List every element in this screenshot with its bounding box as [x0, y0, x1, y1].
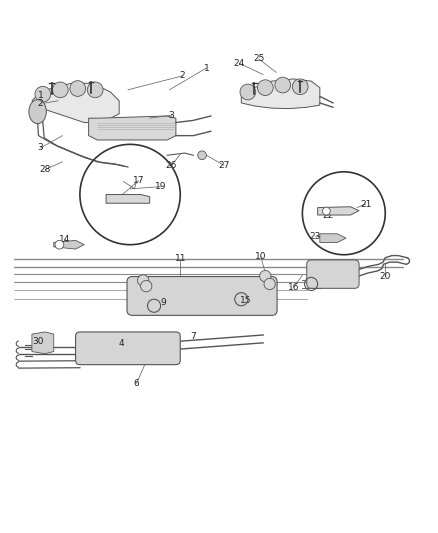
Circle shape	[140, 280, 152, 292]
Text: 30: 30	[33, 337, 44, 346]
Text: 1: 1	[203, 63, 209, 72]
Circle shape	[263, 278, 275, 289]
Circle shape	[274, 77, 290, 93]
Text: 27: 27	[218, 161, 229, 170]
Polygon shape	[32, 83, 119, 123]
Text: 1: 1	[38, 91, 43, 100]
Polygon shape	[88, 116, 176, 140]
Text: 4: 4	[118, 339, 124, 348]
Text: 2: 2	[38, 99, 43, 108]
Text: 20: 20	[379, 272, 390, 280]
Text: 16: 16	[287, 283, 299, 292]
FancyBboxPatch shape	[75, 332, 180, 365]
Text: 2: 2	[179, 71, 185, 80]
Polygon shape	[241, 79, 319, 109]
Text: 10: 10	[254, 253, 266, 261]
Text: 9: 9	[159, 298, 165, 307]
Text: 19: 19	[155, 182, 166, 191]
Text: 24: 24	[233, 59, 244, 68]
Polygon shape	[317, 207, 358, 215]
FancyBboxPatch shape	[127, 277, 276, 316]
Circle shape	[259, 270, 270, 282]
Text: 23: 23	[309, 232, 321, 241]
Text: 17: 17	[133, 176, 144, 185]
Circle shape	[257, 80, 272, 95]
Text: 10: 10	[137, 276, 148, 285]
Circle shape	[52, 82, 68, 98]
Ellipse shape	[29, 100, 46, 124]
Text: 14: 14	[59, 235, 70, 244]
Text: 26: 26	[166, 161, 177, 170]
Polygon shape	[32, 332, 53, 354]
Circle shape	[137, 275, 148, 286]
Text: 3: 3	[38, 143, 43, 152]
Circle shape	[197, 151, 206, 159]
Text: 15: 15	[240, 296, 251, 305]
Circle shape	[322, 207, 329, 215]
Circle shape	[55, 240, 64, 249]
Circle shape	[87, 82, 103, 98]
Text: 25: 25	[252, 54, 264, 63]
Text: 21: 21	[359, 200, 371, 208]
Circle shape	[35, 86, 50, 102]
Polygon shape	[106, 195, 149, 203]
Polygon shape	[319, 234, 345, 243]
Circle shape	[70, 80, 85, 96]
FancyBboxPatch shape	[306, 260, 358, 288]
Text: 3: 3	[168, 111, 174, 119]
Circle shape	[292, 79, 307, 95]
Text: 6: 6	[134, 379, 139, 388]
Text: 28: 28	[39, 165, 50, 174]
Text: 11: 11	[174, 254, 186, 263]
Text: 7: 7	[190, 332, 196, 341]
Circle shape	[240, 84, 255, 100]
Polygon shape	[53, 240, 84, 249]
Text: 22: 22	[321, 211, 332, 220]
